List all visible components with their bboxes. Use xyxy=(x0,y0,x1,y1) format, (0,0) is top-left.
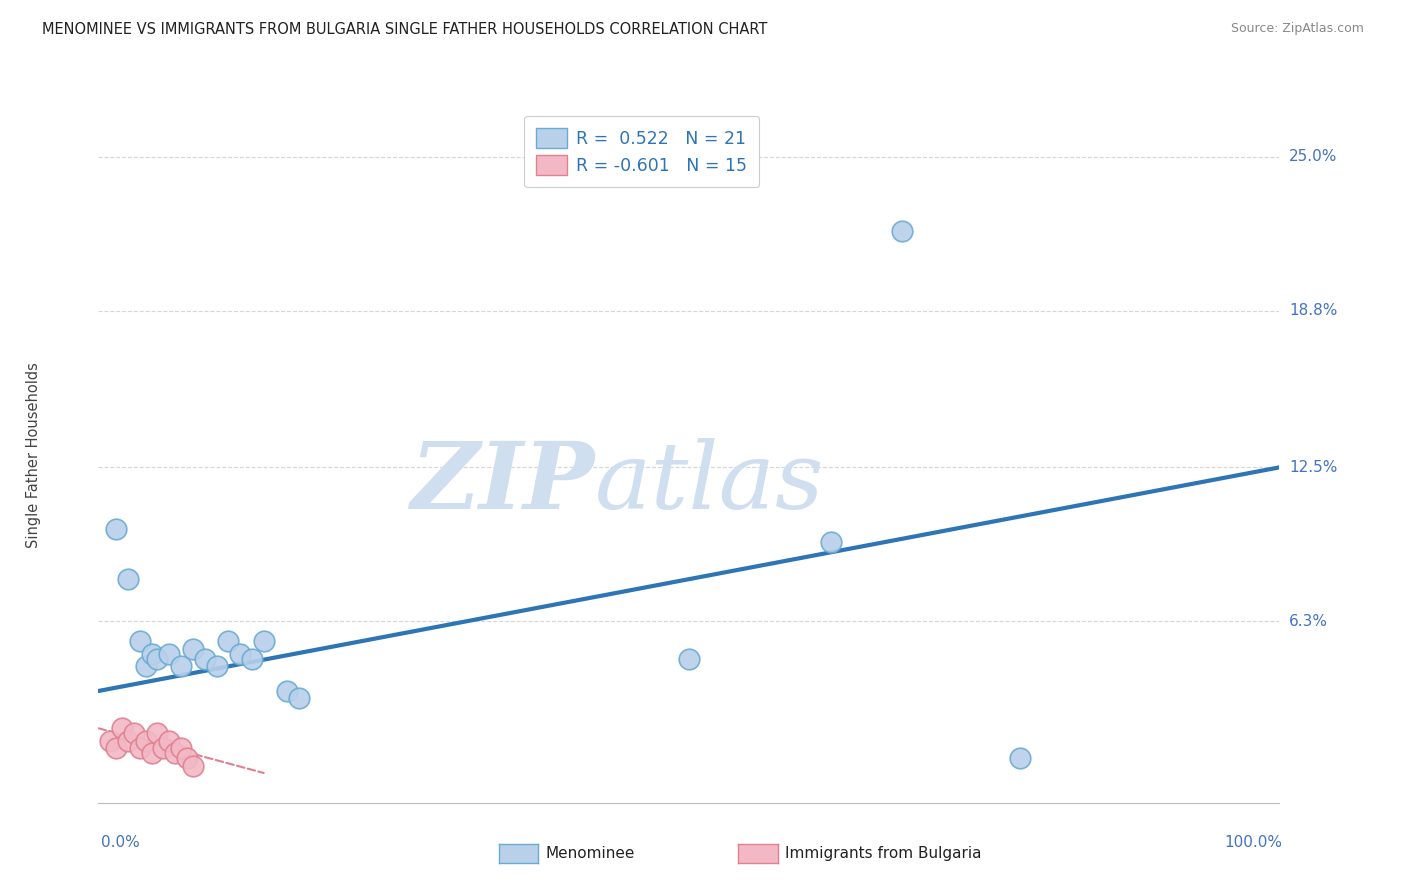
Point xyxy=(820,535,842,549)
Point xyxy=(141,746,163,760)
Text: 25.0%: 25.0% xyxy=(1289,149,1337,164)
Point xyxy=(146,651,169,665)
Point xyxy=(181,641,204,656)
Point xyxy=(122,726,145,740)
Point xyxy=(678,651,700,665)
Point xyxy=(135,733,157,747)
Point xyxy=(217,634,239,648)
Point xyxy=(176,751,198,765)
Text: Source: ZipAtlas.com: Source: ZipAtlas.com xyxy=(1230,22,1364,36)
Point xyxy=(141,647,163,661)
Point xyxy=(105,741,128,756)
Point xyxy=(890,224,912,238)
Text: Single Father Households: Single Father Households xyxy=(25,362,41,548)
Point xyxy=(1008,751,1031,765)
Point xyxy=(229,647,252,661)
Legend: R =  0.522   N = 21, R = -0.601   N = 15: R = 0.522 N = 21, R = -0.601 N = 15 xyxy=(524,116,759,187)
Point xyxy=(135,659,157,673)
Point xyxy=(146,726,169,740)
Text: MENOMINEE VS IMMIGRANTS FROM BULGARIA SINGLE FATHER HOUSEHOLDS CORRELATION CHART: MENOMINEE VS IMMIGRANTS FROM BULGARIA SI… xyxy=(42,22,768,37)
Point xyxy=(128,741,150,756)
Text: ZIP: ZIP xyxy=(411,438,595,528)
Text: 6.3%: 6.3% xyxy=(1289,614,1327,629)
Point xyxy=(152,741,174,756)
Point xyxy=(98,733,121,747)
Text: 18.8%: 18.8% xyxy=(1289,303,1337,318)
Point xyxy=(181,758,204,772)
Point xyxy=(240,651,263,665)
Text: Menominee: Menominee xyxy=(546,847,636,861)
Point xyxy=(157,647,180,661)
Point xyxy=(253,634,276,648)
Text: 100.0%: 100.0% xyxy=(1225,836,1282,850)
Point xyxy=(157,733,180,747)
Point xyxy=(170,659,193,673)
Point xyxy=(105,523,128,537)
Point xyxy=(117,572,139,586)
Point xyxy=(170,741,193,756)
Text: Immigrants from Bulgaria: Immigrants from Bulgaria xyxy=(785,847,981,861)
Point xyxy=(288,691,311,706)
Point xyxy=(194,651,217,665)
Point xyxy=(117,733,139,747)
Point xyxy=(276,684,298,698)
Text: 0.0%: 0.0% xyxy=(101,836,141,850)
Point xyxy=(128,634,150,648)
Point xyxy=(205,659,228,673)
Text: atlas: atlas xyxy=(595,438,824,528)
Text: 12.5%: 12.5% xyxy=(1289,460,1337,475)
Point xyxy=(111,721,134,735)
Point xyxy=(165,746,187,760)
